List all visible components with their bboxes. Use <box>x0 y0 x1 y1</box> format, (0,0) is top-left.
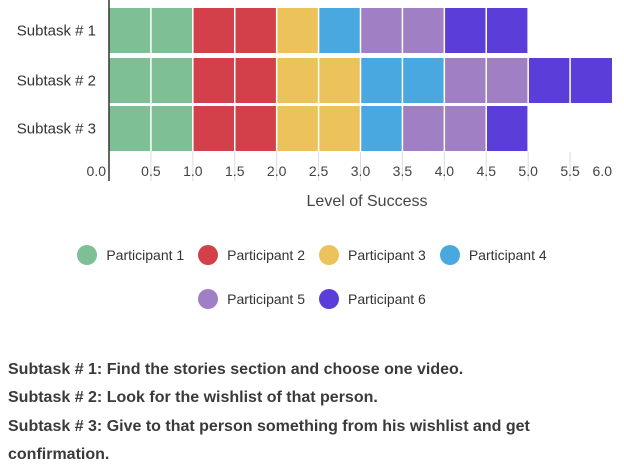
legend-swatch <box>198 289 219 309</box>
x-tick-label: 2.0 <box>267 163 287 179</box>
category-label-subtask-3: Subtask # 3 <box>17 121 96 138</box>
legend-label: Participant 6 <box>348 291 426 307</box>
legend-item-participant-4: Participant 4 <box>439 245 547 265</box>
legend-row-1: Participant 1 Participant 2 Participant 3 P… <box>0 245 624 265</box>
legend-swatch <box>319 245 339 265</box>
x-tick-label: 5.5 <box>560 163 580 179</box>
note-subtask-3: Subtask # 3: Give to that person somethi… <box>8 417 530 464</box>
legend-label: Participant 3 <box>348 247 426 263</box>
note-subtask-2: Subtask # 2: Look for the wishlist of th… <box>8 389 378 407</box>
bar-segment-subtask-3-participant-4 <box>360 106 403 151</box>
x-tick-label: 4.0 <box>435 163 455 179</box>
x-tick-label: 1.5 <box>225 163 245 179</box>
legend-item-participant-5: Participant 5 <box>198 289 305 309</box>
x-tick-label: 6.0 <box>593 163 613 179</box>
x-tick-label: 2.5 <box>309 163 329 179</box>
x-tick-label: 5.0 <box>518 163 538 179</box>
legend-swatch <box>319 289 339 309</box>
stacked-bar-chart: Subtask # 1 Subtask # 2 Subtask # 3 0.0 0.5… <box>17 0 613 210</box>
x-tick-label: 0.0 <box>87 163 107 179</box>
x-tick-label: 3.0 <box>351 163 371 179</box>
x-tick-label: 0.5 <box>141 163 161 179</box>
legend-item-participant-3: Participant 3 <box>319 245 426 265</box>
legend-label: Participant 5 <box>227 291 305 307</box>
subtask-notes: Subtask # 1: Find the stories section an… <box>8 356 618 470</box>
note-subtask-1: Subtask # 1: Find the stories section an… <box>8 361 464 378</box>
legend-swatch <box>198 245 219 265</box>
bar-segment-subtask-3-participant-6 <box>486 106 529 151</box>
bar-segment-subtask-1-participant-4 <box>318 8 361 53</box>
legend-swatch <box>77 245 98 265</box>
legend-label: Participant 2 <box>227 247 305 263</box>
category-labels-group: Subtask # 1 Subtask # 2 Subtask # 3 <box>17 23 96 138</box>
legend-row-2: Participant 5 Participant 6 <box>0 289 624 309</box>
legend-swatch <box>439 245 460 265</box>
tick-labels-group: 0.0 0.5 1.0 1.5 2.0 2.5 3.0 3.5 4.0 4.5 5.0 5.5 6.0 <box>87 163 613 179</box>
x-axis-title: Level of Success <box>307 193 428 210</box>
category-label-subtask-2: Subtask # 2 <box>17 73 96 90</box>
x-tick-label: 4.5 <box>477 163 497 179</box>
legend-label: Participant 1 <box>106 247 185 263</box>
legend-item-participant-2: Participant 2 <box>198 245 305 265</box>
x-tick-label: 3.5 <box>393 163 413 179</box>
x-tick-label: 1.0 <box>183 163 203 179</box>
legend-item-participant-6: Participant 6 <box>319 289 426 309</box>
legend-label: Participant 4 <box>468 247 547 263</box>
gridlines-group <box>108 0 571 181</box>
legend-item-participant-1: Participant 1 <box>77 245 184 265</box>
category-label-subtask-1: Subtask # 1 <box>17 23 96 40</box>
bar-segment-subtask-1-participant-3 <box>276 8 319 53</box>
